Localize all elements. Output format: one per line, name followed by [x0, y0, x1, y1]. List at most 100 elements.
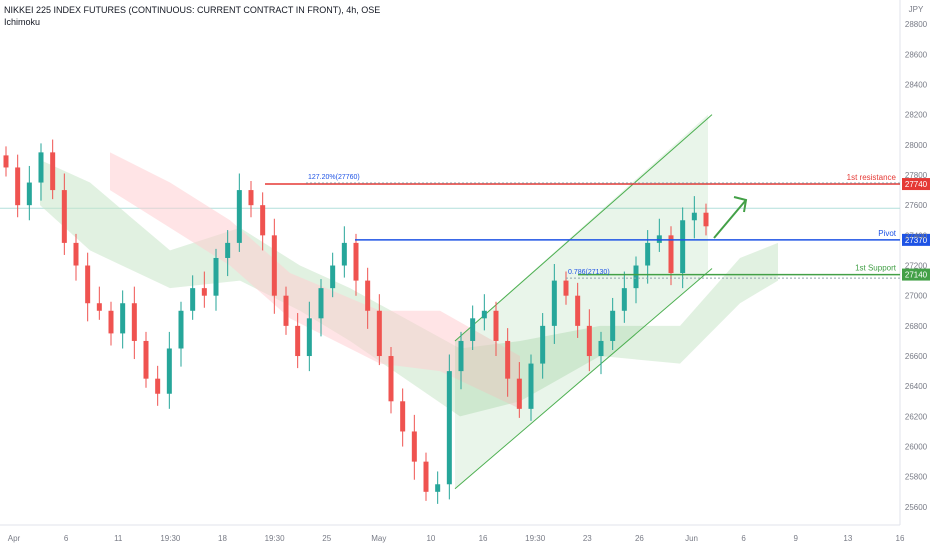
time-tick-label: Apr [8, 534, 21, 543]
channel-upper-line [454, 114, 713, 342]
candle-body [411, 431, 417, 462]
candles [3, 139, 709, 504]
time-tick-label: 26 [635, 534, 644, 543]
candle-body [38, 152, 44, 183]
price-axis: JPY 25600 25800 26000 26200 26400 26600 26800 27… [905, 5, 928, 512]
candle-body [295, 325, 301, 357]
candle-body [435, 484, 441, 492]
candle-body [645, 242, 651, 266]
channel-lower-line [454, 268, 713, 490]
price-tick-label: 27000 [905, 292, 928, 301]
candle-body [108, 310, 114, 334]
key-levels: 1st resistance 27740 Pivot 27370 1st Support… [265, 173, 930, 281]
candle-body [376, 310, 382, 357]
level-price-value: 27140 [905, 271, 928, 280]
price-tick-label: 27400 [905, 231, 928, 240]
candle-body [493, 310, 499, 341]
fib-label: 127.20%(27760) [308, 174, 360, 181]
time-tick-label: 10 [426, 534, 435, 543]
candle-body [166, 348, 172, 394]
candle-body [656, 235, 662, 243]
candle-body [365, 280, 371, 311]
time-tick-label: 25 [322, 534, 331, 543]
time-tick-label: 11 [114, 534, 123, 543]
candle-body [143, 340, 149, 379]
candle-body [423, 461, 429, 492]
projection-arrow [713, 199, 747, 239]
candle-body [85, 265, 91, 304]
candle-body [225, 242, 231, 258]
price-tick-label: 26000 [905, 443, 928, 452]
candle-body [680, 220, 686, 274]
candle-body [50, 152, 56, 191]
ichimoku-cloud [40, 152, 778, 417]
candle-body [388, 356, 394, 402]
indicator-label: Ichimoku [4, 17, 41, 27]
candle-body [575, 295, 581, 326]
candle-body [353, 242, 359, 281]
time-tick-label: 13 [843, 534, 852, 543]
price-tick-label: 25800 [905, 473, 928, 482]
price-tick-label: 26400 [905, 382, 928, 391]
level-name: Pivot [878, 229, 897, 238]
candle-body [201, 288, 207, 296]
candle-body [540, 325, 546, 364]
price-tick-label: 28800 [905, 20, 928, 29]
candle-body [330, 265, 336, 289]
candle-body [318, 288, 324, 319]
time-tick-label: 23 [583, 534, 592, 543]
candle-body [598, 340, 604, 357]
level-name: 1st resistance [847, 173, 897, 182]
price-tick-label: 26800 [905, 322, 928, 331]
time-tick-label: 18 [218, 534, 227, 543]
price-tick-label: 27200 [905, 262, 928, 271]
time-tick-label: 16 [896, 534, 905, 543]
candle-body [516, 378, 522, 409]
candle-body [586, 325, 592, 357]
candle-body [306, 318, 312, 357]
chart-title: NIKKEI 225 INDEX FUTURES (CONTINUOUS: CU… [4, 5, 381, 15]
candle-body [120, 303, 126, 334]
price-tick-label: 27600 [905, 201, 928, 210]
candle-body [528, 363, 534, 409]
candle-body [131, 303, 137, 341]
level-price-tag [902, 233, 930, 246]
candle-body [26, 182, 32, 206]
price-tick-label: 28200 [905, 111, 928, 120]
time-axis: Apr 6 11 19:30 18 19:30 25 May 10 16 19:30 23 26 Jun 6… [8, 534, 905, 543]
candle-body [271, 235, 277, 296]
currency-label: JPY [909, 5, 924, 14]
level-price-value: 27370 [905, 236, 928, 245]
level-name: 1st Support [855, 264, 897, 273]
candle-body [190, 288, 196, 311]
candle-body [458, 340, 464, 372]
time-tick-label: 16 [479, 534, 488, 543]
candle-body [283, 295, 289, 326]
fib-label: 0.786(27130) [568, 269, 610, 276]
price-tick-label: 26600 [905, 352, 928, 361]
price-tick-label: 28000 [905, 141, 928, 150]
level-price-tag [902, 268, 930, 281]
cloud-bearish [110, 152, 520, 409]
arrow-head [733, 196, 748, 213]
candle-body [73, 242, 79, 266]
candle-body [400, 401, 406, 432]
candle-body [213, 257, 219, 296]
candle-body [178, 310, 184, 349]
candle-body [668, 235, 674, 274]
candle-body [446, 371, 452, 485]
time-tick-label: 19:30 [265, 534, 286, 543]
candle-body [470, 318, 476, 341]
price-tick-label: 25600 [905, 503, 928, 512]
time-tick-label: 19:30 [525, 534, 546, 543]
time-tick-label: Jun [685, 534, 698, 543]
candle-body [248, 190, 254, 206]
candle-body [3, 155, 9, 168]
time-tick-label: 19:30 [160, 534, 181, 543]
cloud-bullish [40, 159, 778, 417]
candle-body [621, 288, 627, 311]
candle-body [551, 280, 557, 326]
time-tick-label: 6 [64, 534, 69, 543]
candle-body [481, 310, 487, 319]
